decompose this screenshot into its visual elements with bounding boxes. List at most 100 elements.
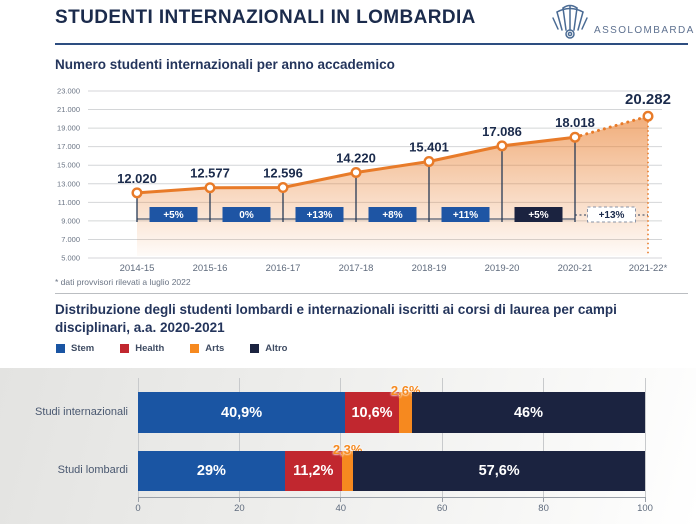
y-tick-label: 13.000	[57, 179, 80, 188]
y-tick-label: 15.000	[57, 161, 80, 170]
value-label: 15.401	[409, 140, 449, 155]
v-gridline	[543, 378, 545, 497]
bar-segment-altro: 57,6%	[353, 451, 645, 491]
x-axis-tick	[238, 497, 240, 502]
y-tick-label: 7.000	[61, 235, 80, 244]
x-axis-line	[138, 497, 645, 498]
bar-chart-title: Distribuzione degli studenti lombardi e …	[55, 302, 617, 335]
bar-segment-label: 57,6%	[478, 463, 520, 479]
v-gridline	[441, 378, 443, 497]
growth-badge	[368, 207, 417, 222]
y-tick-label: 11.000	[58, 198, 80, 207]
x-tick-label: 2018-19	[412, 263, 447, 274]
legend-item-stem: Stem	[56, 343, 94, 354]
x-axis-tick	[340, 497, 342, 502]
header-divider	[55, 43, 688, 45]
category-label: Studi lombardi	[57, 464, 128, 477]
data-point	[496, 140, 508, 152]
section-divider	[55, 293, 688, 294]
x-tick-label: 40	[335, 503, 347, 514]
x-tick-label: 100	[637, 503, 653, 514]
x-tick-label: 2015-16	[193, 263, 228, 274]
growth-badge-label: +5%	[528, 210, 548, 221]
bar-segment-stem: 29%	[138, 451, 285, 491]
legend-swatch	[250, 344, 260, 353]
bar-segment-label: 46%	[513, 404, 544, 421]
growth-badge-label: +5%	[163, 210, 183, 221]
legend-label: Altro	[265, 343, 288, 354]
legend-item-altro: Altro	[250, 343, 287, 354]
legend-swatch	[190, 344, 200, 353]
bar-segment-label: 40,9%	[221, 404, 263, 421]
x-tick-label: 80	[538, 503, 549, 514]
category-label: Studi internazionali	[35, 405, 128, 418]
page-title: STUDENTI INTERNAZIONALI IN LOMBARDIA	[55, 7, 476, 28]
footnote: * dati provvisori rilevati a luglio 2022	[55, 277, 191, 287]
bar-segment-arts	[341, 451, 354, 491]
legend-swatch	[56, 344, 65, 353]
x-tick-label: 0	[135, 503, 141, 514]
y-tick-label: 21.000	[57, 105, 80, 114]
bar-segment-label: 10,6%	[351, 404, 393, 421]
growth-badge	[295, 207, 344, 222]
x-axis-tick	[441, 497, 443, 502]
growth-badge-label: +8%	[382, 210, 402, 221]
growth-badge	[441, 207, 490, 222]
growth-badge-label: +13%	[599, 210, 625, 221]
growth-badge	[514, 207, 563, 222]
v-gridline	[340, 378, 342, 497]
y-tick-label: 5.000	[61, 254, 80, 263]
v-gridline	[644, 378, 646, 497]
growth-badge-label: +11%	[453, 210, 478, 221]
x-tick-label: 2014-15	[120, 263, 155, 274]
growth-badge-label: 0%	[239, 210, 254, 221]
legend-swatch	[120, 344, 130, 353]
data-point	[131, 187, 143, 199]
bar-segment-label: 11,2%	[293, 463, 334, 479]
value-label: 12.596	[263, 166, 303, 181]
value-label: 17.086	[482, 124, 522, 139]
data-point	[423, 156, 435, 168]
assolombarda-logo-text: ASSOLOMBARDA	[594, 25, 695, 36]
bar-segment-health: 11,2%	[284, 451, 342, 491]
line-chart: 5.000 7.000 9.000 11.000 13.000 15.000 17.000 1…	[57, 87, 671, 275]
data-point	[277, 182, 289, 194]
x-tick-label: 2017-18	[339, 263, 374, 274]
y-tick-label: 23.000	[57, 87, 80, 96]
legend-item-health: Health	[120, 343, 164, 354]
bar-chart: 0 20 40 60 80 100 40,9% 10,6% 2,6% 46% Studi inter…	[0, 368, 696, 524]
legend-label: Arts	[205, 343, 225, 354]
v-gridline	[238, 378, 240, 497]
growth-badge	[222, 207, 271, 222]
trend-line-dotted	[573, 114, 650, 139]
bar-segment-altro: 46%	[412, 392, 645, 433]
v-gridline	[137, 378, 139, 497]
value-label: 20.282	[625, 91, 671, 108]
value-label: 12.020	[117, 171, 157, 186]
value-label: 18.018	[555, 115, 595, 130]
x-tick-label: 2020-21	[558, 263, 593, 274]
x-axis-tick	[543, 497, 545, 502]
data-point	[569, 131, 581, 143]
bar-segment-arts	[398, 392, 412, 433]
bar-segment-health: 10,6%	[345, 392, 399, 433]
value-label: 12.577	[190, 166, 230, 181]
x-tick-label: 2016-17	[266, 263, 301, 274]
assolombarda-logo: ASSOLOMBARDA	[548, 2, 693, 42]
data-point	[204, 182, 216, 194]
x-tick-label: 20	[234, 503, 245, 514]
x-axis-tick	[644, 497, 646, 502]
legend-label: Stem	[71, 343, 95, 354]
value-label: 14.220	[336, 150, 376, 165]
bar-row: 40,9% 10,6% 2,6% 46%	[138, 383, 645, 433]
x-tick-label: 60	[436, 503, 448, 514]
y-tick-label: 9.000	[61, 216, 80, 225]
legend: Stem Health Arts Altro	[56, 343, 287, 354]
y-tick-label: 17.000	[57, 142, 80, 151]
bar-segment-stem: 40,9%	[138, 392, 346, 433]
x-tick-label: 2019-20	[485, 263, 520, 274]
line-chart-title: Numero studenti internazionali per anno …	[55, 57, 395, 72]
growth-badge	[587, 206, 636, 223]
y-tick-label: 19.000	[57, 124, 80, 133]
data-point	[642, 110, 654, 122]
